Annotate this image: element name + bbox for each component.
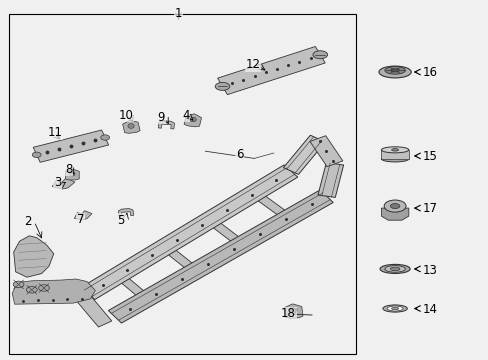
Polygon shape (217, 46, 325, 95)
Ellipse shape (101, 135, 109, 140)
Ellipse shape (389, 203, 399, 208)
Text: 6: 6 (235, 148, 243, 161)
Text: 1: 1 (174, 7, 182, 20)
Polygon shape (12, 279, 95, 304)
Text: 4: 4 (182, 109, 189, 122)
Polygon shape (122, 120, 140, 133)
Ellipse shape (26, 287, 37, 293)
Polygon shape (161, 244, 199, 273)
Ellipse shape (13, 281, 24, 288)
Polygon shape (74, 211, 92, 220)
Text: 2: 2 (24, 215, 32, 228)
Text: 5: 5 (117, 214, 125, 227)
Bar (381, 150, 408, 159)
Ellipse shape (381, 156, 408, 162)
Text: 9: 9 (157, 111, 165, 123)
Text: 10: 10 (119, 109, 133, 122)
Polygon shape (283, 135, 325, 174)
Ellipse shape (69, 172, 75, 176)
Text: 8: 8 (64, 163, 72, 176)
Ellipse shape (39, 285, 49, 291)
Text: 14: 14 (422, 303, 437, 316)
Polygon shape (66, 283, 112, 327)
Polygon shape (108, 190, 332, 323)
Text: 18: 18 (281, 307, 295, 320)
Ellipse shape (190, 117, 196, 122)
Polygon shape (118, 208, 133, 216)
Text: 12: 12 (245, 58, 260, 71)
Ellipse shape (391, 149, 398, 151)
Ellipse shape (378, 66, 410, 78)
Polygon shape (284, 304, 303, 318)
Ellipse shape (32, 152, 41, 158)
Polygon shape (206, 217, 245, 247)
Ellipse shape (384, 266, 405, 272)
Ellipse shape (390, 307, 398, 310)
Polygon shape (309, 136, 342, 167)
Polygon shape (115, 273, 150, 301)
Ellipse shape (289, 308, 296, 313)
Polygon shape (33, 130, 108, 162)
Ellipse shape (128, 124, 134, 128)
Text: 17: 17 (422, 202, 437, 215)
Ellipse shape (312, 51, 327, 59)
Polygon shape (381, 208, 408, 220)
Polygon shape (14, 236, 54, 277)
Polygon shape (52, 178, 75, 189)
Polygon shape (65, 169, 79, 180)
Polygon shape (81, 165, 297, 300)
Polygon shape (317, 163, 343, 197)
Bar (9, 14, 355, 354)
Ellipse shape (215, 82, 229, 90)
Ellipse shape (390, 69, 399, 72)
Polygon shape (250, 190, 291, 220)
Text: 11: 11 (47, 126, 62, 139)
Polygon shape (158, 121, 174, 129)
Ellipse shape (389, 267, 399, 271)
Ellipse shape (386, 306, 402, 311)
Ellipse shape (384, 67, 405, 74)
Ellipse shape (379, 264, 409, 274)
Polygon shape (183, 114, 201, 127)
Text: 3: 3 (54, 176, 61, 189)
Ellipse shape (381, 147, 408, 153)
Ellipse shape (384, 200, 405, 212)
Ellipse shape (382, 305, 407, 312)
Text: 13: 13 (422, 264, 437, 276)
Text: 7: 7 (77, 213, 84, 226)
Text: 15: 15 (422, 150, 437, 163)
Text: 16: 16 (422, 66, 437, 78)
